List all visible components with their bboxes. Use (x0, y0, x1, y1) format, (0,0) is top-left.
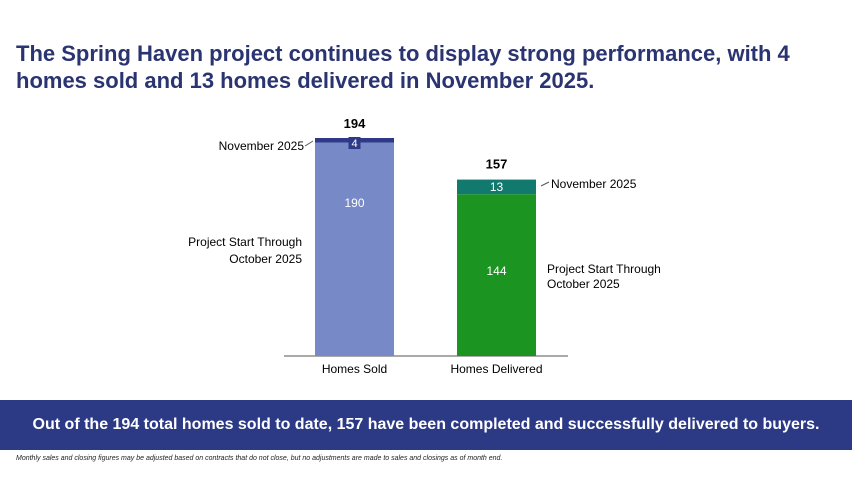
data-label-recent: 4 (351, 138, 357, 150)
data-label-base: 190 (344, 196, 364, 210)
annotation-delivered-recent: November 2025 (551, 177, 637, 191)
stacked-bar-chart: 190 4 194 Homes Sold 144 13 157 Homes Delivered… (188, 116, 661, 376)
annotation-leader-delivered (540, 181, 550, 187)
bar-segment-base (315, 142, 394, 356)
data-label-recent: 13 (490, 180, 504, 194)
category-label: Homes Delivered (450, 362, 542, 376)
bar-segment-recent (457, 179, 536, 195)
total-label: 157 (486, 157, 508, 172)
annotation-delivered-base-line2: October 2025 (547, 277, 620, 291)
annotation-sold-base-line2: October 2025 (229, 252, 302, 266)
category-label: Homes Sold (322, 362, 387, 376)
annotation-sold-base-line1: Project Start Through (188, 235, 302, 249)
headline: The Spring Haven project continues to di… (16, 41, 790, 93)
data-label-box (348, 137, 361, 149)
bar-segment-base (457, 194, 536, 356)
summary-text: Out of the 194 total homes sold to date,… (32, 416, 820, 433)
annotation-leader-sold (304, 140, 314, 147)
annotation-sold-recent: November 2025 (219, 139, 305, 153)
total-label: 194 (344, 116, 366, 131)
data-label-base: 144 (486, 264, 506, 278)
summary-banner: Out of the 194 total homes sold to date,… (0, 400, 852, 450)
footnote: Monthly sales and closing figures may be… (16, 455, 503, 462)
annotation-delivered-base-line1: Project Start Through (547, 262, 661, 276)
